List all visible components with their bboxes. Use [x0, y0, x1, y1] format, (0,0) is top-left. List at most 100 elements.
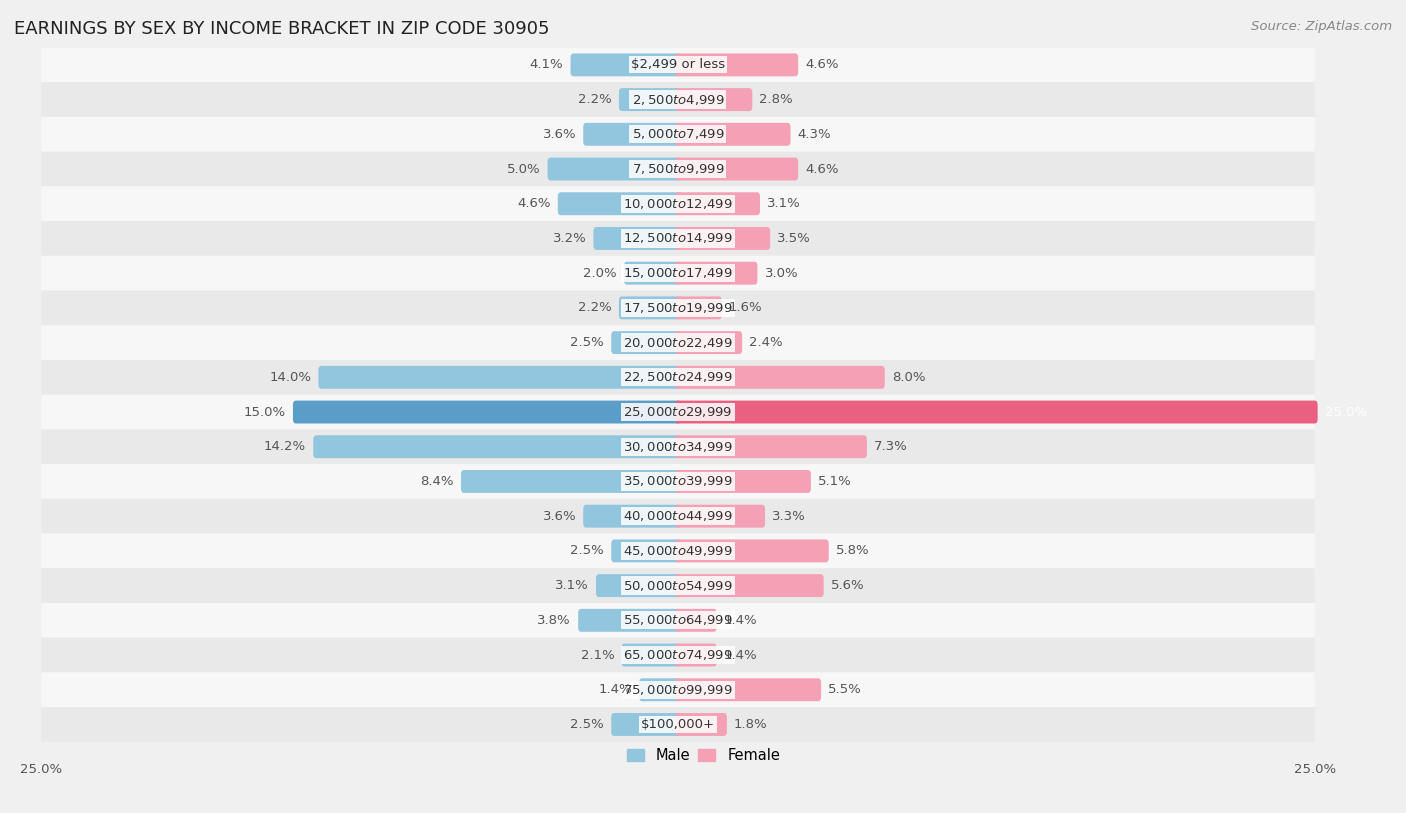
Text: $40,000 to $44,999: $40,000 to $44,999 — [623, 509, 733, 524]
FancyBboxPatch shape — [619, 297, 681, 320]
Text: $2,499 or less: $2,499 or less — [631, 59, 725, 72]
FancyBboxPatch shape — [41, 290, 1315, 325]
FancyBboxPatch shape — [41, 603, 1315, 637]
FancyBboxPatch shape — [292, 401, 681, 424]
FancyBboxPatch shape — [41, 186, 1315, 221]
FancyBboxPatch shape — [675, 88, 752, 111]
FancyBboxPatch shape — [593, 227, 681, 250]
Text: 4.6%: 4.6% — [806, 59, 839, 72]
FancyBboxPatch shape — [619, 88, 681, 111]
Text: 3.6%: 3.6% — [543, 128, 576, 141]
Text: $20,000 to $22,499: $20,000 to $22,499 — [623, 336, 733, 350]
FancyBboxPatch shape — [41, 672, 1315, 707]
Text: 8.0%: 8.0% — [891, 371, 925, 384]
FancyBboxPatch shape — [675, 401, 1317, 424]
FancyBboxPatch shape — [675, 574, 824, 597]
FancyBboxPatch shape — [621, 644, 681, 667]
Text: 2.4%: 2.4% — [749, 336, 783, 349]
Text: 25.0%: 25.0% — [1324, 406, 1367, 419]
Text: 3.6%: 3.6% — [543, 510, 576, 523]
FancyBboxPatch shape — [41, 47, 1315, 82]
Text: 25.0%: 25.0% — [1294, 763, 1336, 776]
FancyBboxPatch shape — [675, 435, 868, 459]
Text: $35,000 to $39,999: $35,000 to $39,999 — [623, 475, 733, 489]
FancyBboxPatch shape — [41, 325, 1315, 360]
Text: 7.3%: 7.3% — [875, 441, 908, 454]
Text: $25,000 to $29,999: $25,000 to $29,999 — [623, 405, 733, 419]
Text: 1.6%: 1.6% — [728, 302, 762, 315]
Text: $50,000 to $54,999: $50,000 to $54,999 — [623, 579, 733, 593]
FancyBboxPatch shape — [41, 707, 1315, 741]
Text: $5,000 to $7,499: $5,000 to $7,499 — [631, 128, 724, 141]
Text: 1.4%: 1.4% — [724, 649, 758, 662]
Text: $17,500 to $19,999: $17,500 to $19,999 — [623, 301, 733, 315]
Text: 4.1%: 4.1% — [530, 59, 564, 72]
FancyBboxPatch shape — [675, 505, 765, 528]
Text: 2.8%: 2.8% — [759, 93, 793, 106]
FancyBboxPatch shape — [41, 429, 1315, 464]
FancyBboxPatch shape — [675, 193, 761, 215]
FancyBboxPatch shape — [547, 158, 681, 180]
FancyBboxPatch shape — [675, 540, 828, 563]
FancyBboxPatch shape — [675, 227, 770, 250]
FancyBboxPatch shape — [675, 366, 884, 389]
FancyBboxPatch shape — [624, 262, 681, 285]
Text: 5.1%: 5.1% — [818, 475, 852, 488]
Text: 4.6%: 4.6% — [517, 198, 551, 211]
FancyBboxPatch shape — [612, 331, 681, 354]
FancyBboxPatch shape — [675, 470, 811, 493]
FancyBboxPatch shape — [675, 262, 758, 285]
Text: 3.8%: 3.8% — [537, 614, 571, 627]
FancyBboxPatch shape — [41, 221, 1315, 256]
FancyBboxPatch shape — [612, 713, 681, 736]
Text: 25.0%: 25.0% — [20, 763, 62, 776]
Text: $75,000 to $99,999: $75,000 to $99,999 — [623, 683, 733, 697]
Text: Source: ZipAtlas.com: Source: ZipAtlas.com — [1251, 20, 1392, 33]
Text: 2.2%: 2.2% — [578, 302, 612, 315]
Text: 14.2%: 14.2% — [264, 441, 307, 454]
Text: 3.5%: 3.5% — [778, 232, 811, 245]
FancyBboxPatch shape — [583, 123, 681, 146]
FancyBboxPatch shape — [41, 499, 1315, 533]
FancyBboxPatch shape — [41, 394, 1315, 429]
Text: EARNINGS BY SEX BY INCOME BRACKET IN ZIP CODE 30905: EARNINGS BY SEX BY INCOME BRACKET IN ZIP… — [14, 20, 550, 38]
FancyBboxPatch shape — [41, 533, 1315, 568]
Text: 3.0%: 3.0% — [765, 267, 799, 280]
Text: 1.4%: 1.4% — [724, 614, 758, 627]
FancyBboxPatch shape — [461, 470, 681, 493]
Text: $7,500 to $9,999: $7,500 to $9,999 — [631, 162, 724, 176]
Text: 5.5%: 5.5% — [828, 683, 862, 696]
FancyBboxPatch shape — [583, 505, 681, 528]
Text: 14.0%: 14.0% — [270, 371, 311, 384]
FancyBboxPatch shape — [41, 637, 1315, 672]
Text: $65,000 to $74,999: $65,000 to $74,999 — [623, 648, 733, 662]
FancyBboxPatch shape — [596, 574, 681, 597]
Text: $12,500 to $14,999: $12,500 to $14,999 — [623, 232, 733, 246]
Text: 2.0%: 2.0% — [583, 267, 617, 280]
Text: 5.8%: 5.8% — [835, 545, 869, 558]
Text: 4.6%: 4.6% — [806, 163, 839, 176]
FancyBboxPatch shape — [675, 54, 799, 76]
Text: 4.3%: 4.3% — [797, 128, 831, 141]
FancyBboxPatch shape — [578, 609, 681, 632]
FancyBboxPatch shape — [41, 117, 1315, 152]
FancyBboxPatch shape — [314, 435, 681, 459]
FancyBboxPatch shape — [675, 297, 721, 320]
Text: $100,000+: $100,000+ — [641, 718, 716, 731]
FancyBboxPatch shape — [571, 54, 681, 76]
FancyBboxPatch shape — [675, 123, 790, 146]
FancyBboxPatch shape — [41, 256, 1315, 290]
Text: $22,500 to $24,999: $22,500 to $24,999 — [623, 370, 733, 385]
FancyBboxPatch shape — [41, 360, 1315, 394]
FancyBboxPatch shape — [318, 366, 681, 389]
FancyBboxPatch shape — [675, 644, 717, 667]
FancyBboxPatch shape — [41, 152, 1315, 186]
Text: 3.1%: 3.1% — [768, 198, 801, 211]
Text: 15.0%: 15.0% — [243, 406, 285, 419]
Text: 3.3%: 3.3% — [772, 510, 806, 523]
FancyBboxPatch shape — [41, 82, 1315, 117]
Text: $45,000 to $49,999: $45,000 to $49,999 — [623, 544, 733, 558]
Text: 2.5%: 2.5% — [571, 718, 605, 731]
Text: $55,000 to $64,999: $55,000 to $64,999 — [623, 613, 733, 628]
Text: 3.2%: 3.2% — [553, 232, 586, 245]
